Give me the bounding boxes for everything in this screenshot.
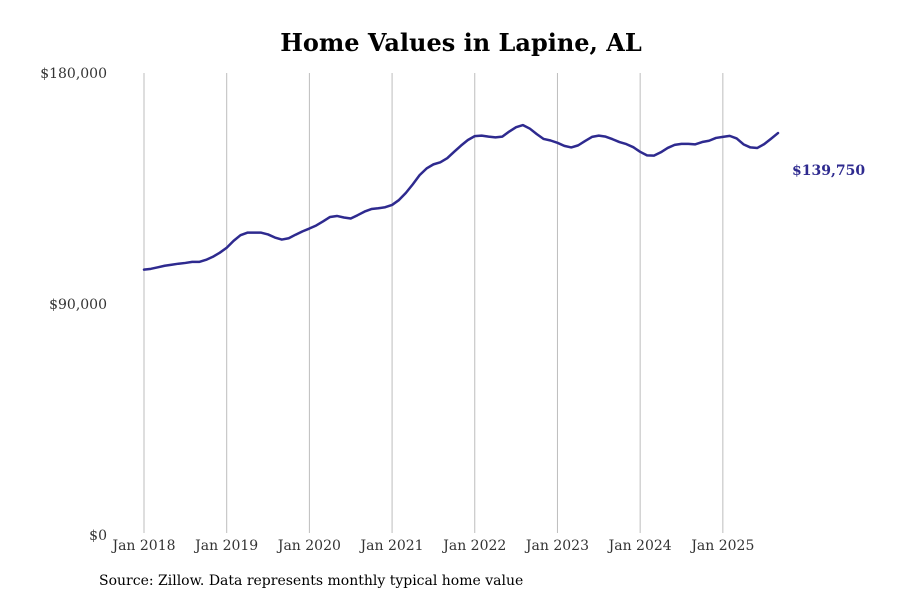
series-layer: [142, 123, 780, 271]
x-tick-label: Jan 2019: [193, 538, 258, 554]
x-tick-label: Jan 2021: [359, 538, 424, 554]
end-value-label: $139,750: [792, 163, 865, 179]
y-axis-ticks: $0 $90,000 $180,000: [40, 66, 107, 544]
source-note: Source: Zillow. Data represents monthly …: [99, 573, 524, 589]
x-tick-label: Jan 2022: [441, 538, 506, 554]
grid-lines: [143, 73, 724, 533]
y-tick-label: $0: [89, 528, 107, 544]
y-tick-label: $180,000: [40, 66, 107, 82]
x-tick-label: Jan 2023: [524, 538, 589, 554]
x-tick-label: Jan 2018: [110, 538, 175, 554]
chart-title: Home Values in Lapine, AL: [280, 28, 642, 57]
x-axis-ticks: Jan 2018 Jan 2019 Jan 2020 Jan 2021 Jan 2022…: [110, 538, 754, 554]
series-line-0: [142, 123, 780, 271]
y-tick-label: $90,000: [49, 297, 107, 313]
x-tick-label: Jan 2020: [276, 538, 341, 554]
x-tick-label: Jan 2024: [607, 538, 672, 554]
x-tick-label: Jan 2025: [689, 538, 754, 554]
